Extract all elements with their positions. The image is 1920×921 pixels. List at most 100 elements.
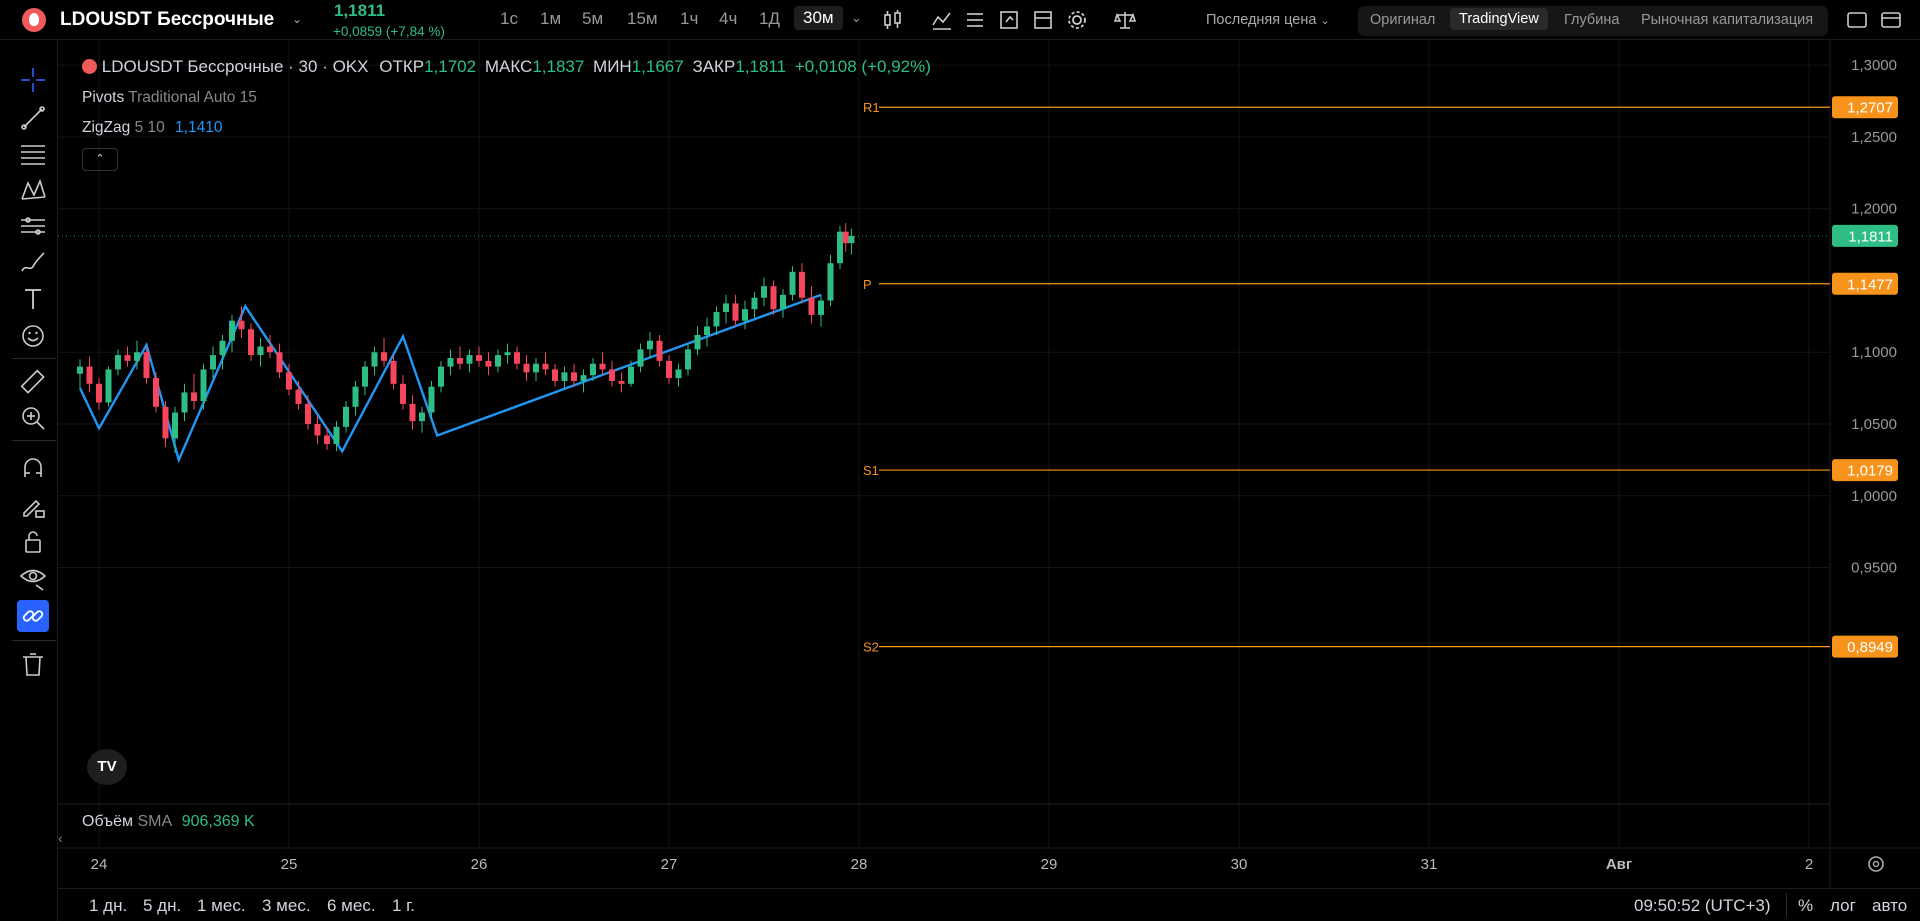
- chevron-down-icon: ⌄: [1320, 15, 1330, 27]
- candle-body: [105, 369, 112, 403]
- price-type-select[interactable]: Последняя цена ⌄: [1206, 12, 1330, 28]
- pivot-price-badge: [1832, 272, 1898, 295]
- range-6m[interactable]: 6 мес.: [327, 896, 376, 915]
- tab-original[interactable]: Оригинал: [1370, 12, 1436, 28]
- crosshair-icon[interactable]: [17, 64, 49, 96]
- candle-body: [675, 369, 682, 379]
- camera-icon[interactable]: [1880, 9, 1902, 31]
- log-toggle[interactable]: лог: [1830, 896, 1856, 915]
- tab-market-cap[interactable]: Рыночная капитализация: [1641, 12, 1814, 28]
- tradingview-logo[interactable]: TV: [87, 749, 127, 785]
- candle-body: [124, 355, 131, 361]
- time-tick-label: 30: [1231, 856, 1248, 873]
- zigzag-line: [78, 293, 822, 464]
- timeframe-1h[interactable]: 1ч: [680, 9, 699, 28]
- candle-body: [751, 297, 758, 310]
- price-tick-label: 1,1000: [1851, 344, 1897, 361]
- legend-change: +0,0108 (+0,92%): [794, 57, 931, 76]
- indicators-icon[interactable]: [931, 9, 953, 31]
- timeframe-1m[interactable]: 1м: [540, 9, 562, 28]
- chevron-down-icon[interactable]: ⌄: [292, 12, 303, 26]
- pivots-legend[interactable]: Pivots Traditional Auto 15: [82, 89, 257, 107]
- pattern-icon[interactable]: [17, 174, 49, 206]
- fib-icon[interactable]: [17, 138, 49, 170]
- price-tick-label: 1,3000: [1851, 57, 1897, 74]
- eye-icon[interactable]: [17, 562, 49, 594]
- trendline-icon[interactable]: [17, 102, 49, 134]
- list-icon[interactable]: [964, 9, 986, 31]
- timeframe-1d[interactable]: 1Д: [759, 9, 780, 28]
- zigzag-legend[interactable]: ZigZag 5 10 1,1410: [82, 119, 222, 137]
- candle-body: [428, 386, 435, 413]
- fullscreen-icon[interactable]: [1846, 9, 1868, 31]
- candle-body: [485, 360, 492, 367]
- candle-body: [637, 349, 644, 367]
- candle-body: [343, 406, 349, 427]
- open-value: 1,1702: [424, 57, 477, 76]
- candle-body: [77, 366, 83, 374]
- chevron-down-icon[interactable]: ⌄: [851, 10, 862, 25]
- timeframe-1s[interactable]: 1с: [500, 9, 518, 28]
- range-1m[interactable]: 1 мес.: [197, 896, 246, 915]
- timeframe-5m[interactable]: 5м: [582, 9, 604, 28]
- trash-icon[interactable]: [17, 648, 49, 680]
- time-tick-label: 25: [281, 856, 298, 873]
- lock-icon[interactable]: [17, 526, 49, 558]
- auto-toggle[interactable]: авто: [1872, 896, 1908, 915]
- price-change: +0,0859 (+7,84 %): [333, 24, 445, 39]
- forecast-icon[interactable]: [17, 210, 49, 242]
- candle-body: [542, 363, 549, 370]
- candle-body: [381, 352, 387, 361]
- range-5d[interactable]: 5 дн.: [143, 896, 182, 915]
- gear-icon[interactable]: [1066, 9, 1088, 31]
- range-3m[interactable]: 3 мес.: [262, 896, 311, 915]
- range-1y[interactable]: 1 г.: [392, 896, 416, 915]
- gear-outer: [1868, 856, 1884, 872]
- candle-body: [267, 346, 273, 353]
- candle-body: [409, 403, 416, 422]
- open-label: ОТКР: [379, 57, 425, 76]
- symbol-name[interactable]: LDOUSDT Бессрочные: [60, 9, 275, 30]
- candle-body: [808, 297, 815, 315]
- clock[interactable]: 09:50:52 (UTC+3): [1634, 896, 1771, 915]
- template-icon[interactable]: [1032, 9, 1054, 31]
- lock-drawing-icon[interactable]: [17, 490, 49, 522]
- replay-icon[interactable]: [998, 9, 1020, 31]
- chart-legend: LDOUSDT Бессрочные · 30 · OKX ОТКР1,1702…: [82, 57, 931, 77]
- candle-body: [732, 303, 739, 321]
- timeframe-30m[interactable]: 30м: [794, 6, 843, 30]
- tab-depth[interactable]: Глубина: [1564, 12, 1620, 28]
- candle-type-icon[interactable]: [882, 9, 904, 31]
- link-icon[interactable]: [17, 600, 49, 632]
- scale-icon[interactable]: [1114, 9, 1136, 31]
- legend-title[interactable]: LDOUSDT Бессрочные · 30 · OKX: [101, 57, 369, 76]
- timeframe-4h[interactable]: 4ч: [719, 9, 738, 28]
- zoom-in-icon[interactable]: [17, 402, 49, 434]
- volume-legend[interactable]: Объём SMA 906,369 K: [82, 813, 255, 831]
- candle-body: [333, 426, 340, 445]
- timeframe-15m[interactable]: 15м: [627, 9, 658, 28]
- collapse-legend-button[interactable]: ⌃: [82, 148, 118, 171]
- bottom-bar: [58, 888, 1920, 921]
- price-axis: 1,3000 1,2500 1,2000 1,1000 1,0500 1,0000 0,95…: [1832, 57, 1898, 658]
- collapse-toolbar-icon[interactable]: ‹: [58, 830, 63, 846]
- price-tick-label: 1,0000: [1851, 488, 1897, 505]
- brush-icon[interactable]: [17, 246, 49, 278]
- high-value: 1,1837: [532, 57, 585, 76]
- symbol-logo[interactable]: [22, 8, 46, 32]
- chart-area[interactable]: R1 P S1 S2 1,3000 1,2500 1,2000 1,1000 1,0500 1,…: [58, 40, 1920, 921]
- candle-body: [210, 355, 216, 370]
- text-icon[interactable]: [17, 283, 49, 315]
- time-tick-label: 27: [661, 856, 678, 873]
- zigzag-name: ZigZag: [82, 119, 131, 136]
- top-toolbar: LDOUSDT Бессрочные ⌄ 1,1811 +0,0859 (+7,…: [0, 0, 1920, 40]
- candle-body: [495, 355, 501, 367]
- range-1d[interactable]: 1 дн.: [89, 896, 128, 915]
- low-label: МИН: [593, 57, 632, 76]
- ruler-icon[interactable]: [17, 366, 49, 398]
- emoji-icon[interactable]: [17, 320, 49, 352]
- tab-tradingview[interactable]: TradingView: [1450, 8, 1548, 30]
- percent-toggle[interactable]: %: [1798, 896, 1814, 915]
- magnet-icon[interactable]: [17, 452, 49, 484]
